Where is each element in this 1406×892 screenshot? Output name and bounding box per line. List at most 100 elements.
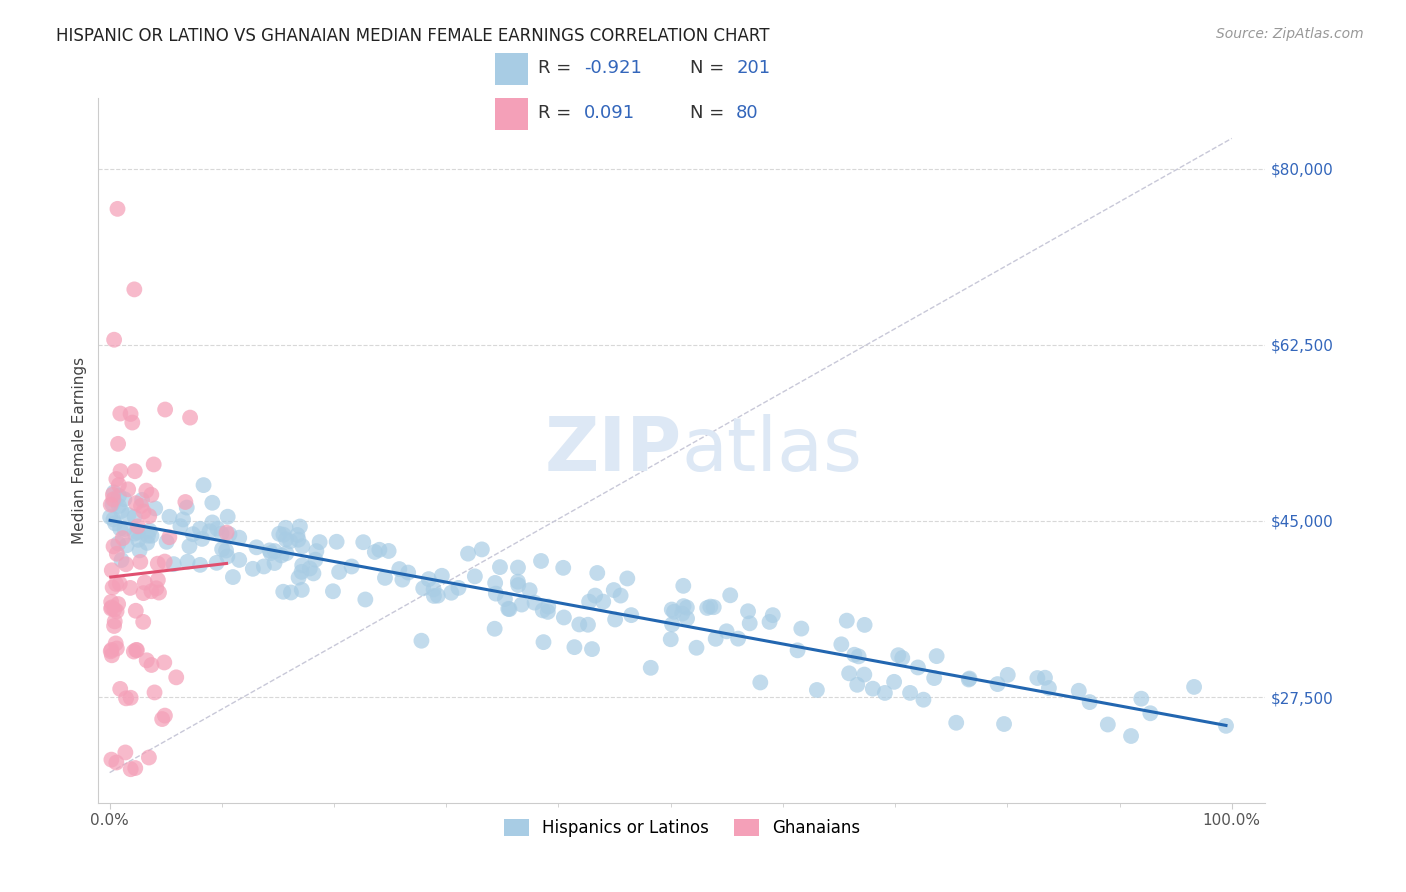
Point [100, 601, 122, 615]
Point [104, 516, 127, 531]
Point [128, 543, 150, 558]
Point [125, 643, 148, 657]
Point [672, 599, 695, 614]
Point [703, 600, 725, 615]
Point [498, 602, 520, 616]
Point [412, 582, 434, 596]
Point [115, 691, 138, 706]
Point [749, 675, 772, 690]
Point [101, 487, 124, 501]
Point [1026, 671, 1049, 685]
Point [287, 571, 309, 585]
Point [891, 651, 914, 665]
Point [510, 598, 533, 612]
Text: N =: N = [690, 104, 730, 122]
Point [291, 558, 314, 573]
Point [786, 643, 808, 657]
Point [699, 599, 721, 614]
Point [603, 583, 626, 598]
Point [447, 581, 470, 595]
Point [287, 533, 309, 547]
Point [862, 681, 884, 696]
Point [291, 582, 314, 597]
Point [506, 560, 529, 574]
Point [418, 572, 440, 586]
Point [987, 677, 1010, 691]
Point [132, 586, 155, 600]
Point [957, 673, 980, 687]
Point [172, 512, 194, 526]
Point [457, 547, 479, 561]
Point [218, 527, 240, 541]
Point [176, 555, 198, 569]
Point [129, 499, 152, 513]
Point [898, 686, 921, 700]
Point [269, 526, 291, 541]
Point [883, 674, 905, 689]
Point [576, 617, 599, 632]
Point [790, 622, 813, 636]
Point [142, 458, 165, 472]
Point [127, 519, 149, 533]
Point [141, 584, 163, 599]
Point [138, 509, 160, 524]
Point [844, 648, 866, 662]
Point [578, 595, 600, 609]
Point [132, 504, 155, 518]
Point [107, 202, 129, 216]
Point [537, 599, 560, 614]
Point [377, 544, 399, 558]
Point [217, 509, 239, 524]
Point [104, 636, 127, 650]
Point [305, 544, 328, 558]
Point [263, 556, 285, 570]
Text: R =: R = [538, 60, 576, 78]
Point [131, 492, 153, 507]
Point [215, 543, 238, 558]
Point [519, 583, 541, 598]
Point [661, 617, 683, 632]
Point [211, 542, 233, 557]
Point [117, 483, 139, 497]
Point [114, 746, 136, 760]
Point [105, 756, 128, 770]
Point [260, 546, 283, 560]
Point [640, 661, 662, 675]
Point [108, 522, 131, 536]
Point [108, 576, 131, 591]
Point [124, 761, 146, 775]
Point [304, 552, 326, 566]
Point [592, 594, 614, 608]
Point [848, 649, 870, 664]
Point [201, 496, 224, 510]
Point [758, 615, 780, 629]
Point [270, 549, 292, 563]
Point [105, 577, 128, 591]
Point [107, 437, 129, 451]
Point [391, 573, 413, 587]
Point [838, 666, 860, 681]
Point [620, 608, 643, 623]
Point [762, 608, 785, 623]
Point [374, 571, 396, 585]
Point [616, 572, 638, 586]
Point [464, 569, 486, 583]
Point [245, 541, 267, 555]
Point [125, 604, 148, 618]
Point [124, 509, 146, 524]
Point [718, 588, 741, 602]
Point [107, 597, 129, 611]
Point [108, 489, 131, 503]
Point [530, 554, 553, 568]
Point [288, 519, 311, 533]
Point [671, 607, 693, 621]
Point [105, 604, 128, 618]
Point [103, 492, 125, 507]
Point [138, 750, 160, 764]
Point [165, 670, 187, 684]
Point [352, 535, 374, 549]
Point [188, 558, 211, 572]
Point [609, 589, 631, 603]
Y-axis label: Median Female Earnings: Median Female Earnings [72, 357, 87, 544]
Point [1078, 695, 1101, 709]
